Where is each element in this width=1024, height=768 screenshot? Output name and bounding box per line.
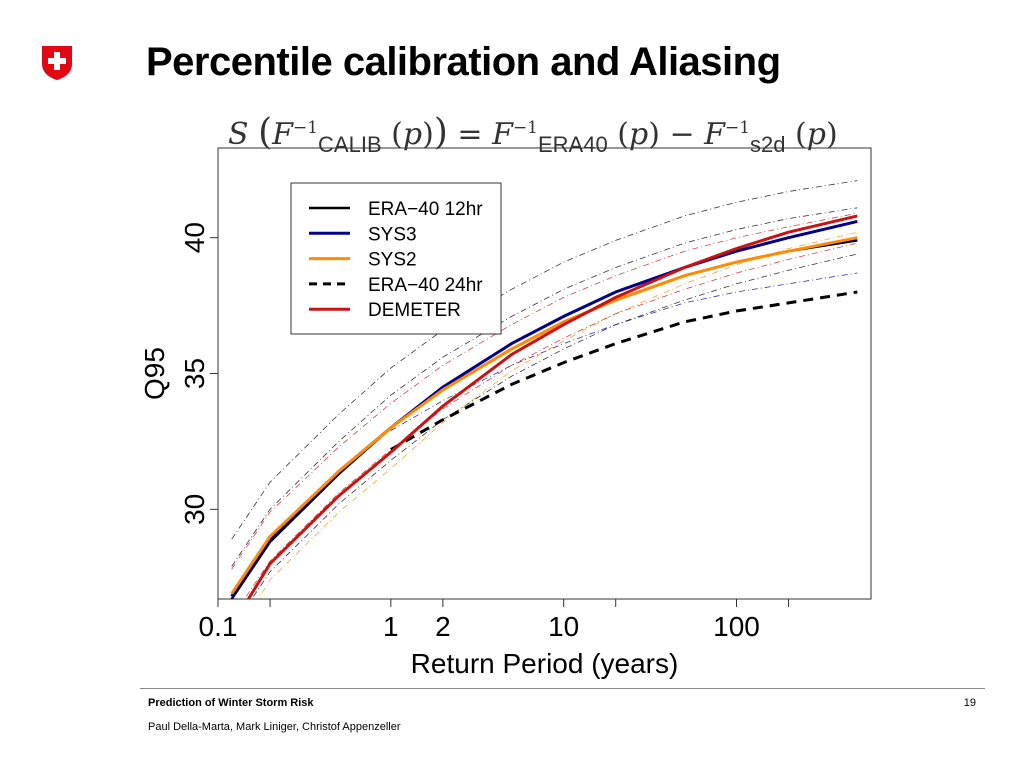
x-tick-label: 10 [548,611,579,642]
series-line-demeter [247,214,858,599]
formula-paren-close: ) [433,112,448,153]
formula-era40: ERA40 [538,132,608,157]
legend-label: SYS2 [368,250,417,271]
formula-p3: p [806,117,826,152]
formula-f2: F [492,117,513,152]
confidence-envelope [243,242,858,599]
footer-divider [140,688,985,689]
swiss-cross-icon [42,46,72,80]
formula-calib: CALIB [318,132,382,157]
formula-paren: ( [258,112,273,153]
legend-label: ERA−40 12hr [368,199,483,220]
confidence-envelope [231,180,858,540]
formula-s: S [228,117,249,152]
formula-p2: p [628,117,649,152]
formula-s2d: s2d [750,132,786,157]
confidence-envelope [231,212,858,570]
x-tick-label: 100 [713,611,760,642]
formula-sup1: −1 [292,118,319,138]
series-line-era-40-24hr [390,290,858,451]
formula-f3: F [704,117,725,152]
footer-title: Prediction of Winter Storm Risk [148,697,314,709]
formula-f1: F [272,117,293,152]
confidence-envelope [257,231,858,599]
formula-minus: − [669,117,695,152]
legend-label: SYS3 [368,224,417,245]
x-tick-label: 1 [383,611,399,642]
x-axis-label: Return Period (years) [411,648,679,679]
formula-equals: = [457,117,483,152]
formula-p1: p [402,117,423,152]
confidence-envelope [390,272,858,431]
y-tick-label: 35 [179,358,210,389]
y-axis-label: Q95 [139,347,170,400]
x-tick-label: 0.1 [199,611,238,642]
swiss-cross-horizontal [48,58,66,64]
formula-sup3: −1 [724,118,751,138]
confidence-envelope [251,253,858,599]
footer-authors: Paul Della-Marta, Mark Liniger, Christof… [148,721,401,733]
page-number: 19 [963,697,976,709]
series-line-sys2 [230,236,858,595]
y-tick-label: 40 [179,222,210,253]
slide-title: Percentile calibration and Aliasing [146,40,781,84]
calibration-formula: S (F−1CALIB (p)) = F−1ERA40 (p) − F−1s2d… [228,112,838,157]
y-tick-label: 30 [179,494,210,525]
confidence-envelope [231,207,858,567]
formula-sup2: −1 [512,118,538,138]
legend-label: DEMETER [368,300,461,321]
x-tick-label: 2 [435,611,451,642]
legend-label: ERA−40 24hr [368,275,483,296]
